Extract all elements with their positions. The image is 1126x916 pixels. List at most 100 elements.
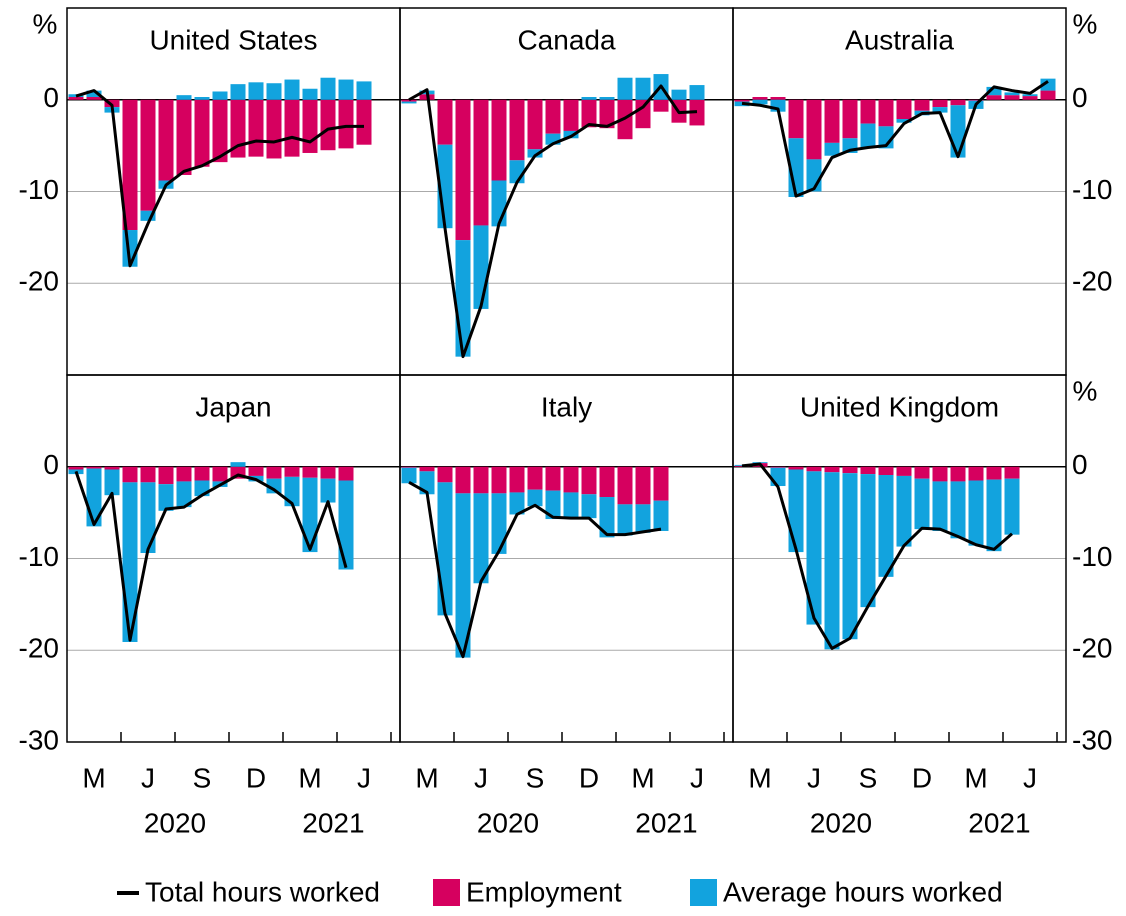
bar <box>320 99 336 151</box>
bar <box>140 210 156 221</box>
bar <box>194 466 210 481</box>
bar <box>401 101 417 104</box>
y-tick-label: -10 <box>19 174 59 205</box>
x-tick-label: M <box>748 762 771 793</box>
bar <box>986 479 1002 552</box>
bar <box>950 481 966 539</box>
bar <box>932 481 948 531</box>
bar <box>860 466 876 475</box>
bar <box>158 484 174 511</box>
bar <box>635 77 651 100</box>
bar <box>491 180 507 227</box>
bar <box>230 462 246 467</box>
bar <box>491 493 507 554</box>
bar <box>1004 95 1020 100</box>
bar <box>878 99 894 127</box>
bar <box>653 466 669 501</box>
x-tick-label: J <box>141 762 155 793</box>
bar <box>914 466 930 479</box>
bar <box>986 466 1002 480</box>
bar <box>212 91 228 100</box>
x-group-label: 2021 <box>302 807 364 838</box>
x-group-label: 2021 <box>635 807 697 838</box>
bar <box>473 99 489 226</box>
y-tick-label: 0 <box>43 449 59 480</box>
bar <box>302 477 318 553</box>
bar <box>689 85 705 100</box>
bar <box>473 466 489 494</box>
bar <box>653 99 669 112</box>
bar <box>824 466 840 473</box>
bar <box>770 96 786 100</box>
bar <box>635 504 651 533</box>
bar <box>545 466 561 491</box>
bar <box>563 130 579 139</box>
bar <box>1022 94 1038 97</box>
bar <box>338 480 354 570</box>
bar <box>284 79 300 100</box>
x-tick-label: D <box>579 762 599 793</box>
bar <box>986 86 1002 96</box>
bar <box>509 466 525 493</box>
line <box>74 470 348 642</box>
bar <box>176 99 192 175</box>
legend-label: Employment <box>466 876 622 907</box>
bar <box>806 466 822 472</box>
x-tick-label: J <box>690 762 704 793</box>
bar <box>104 466 120 470</box>
bar <box>734 99 750 102</box>
bar <box>320 77 336 100</box>
bar <box>968 480 984 546</box>
line <box>75 89 364 268</box>
x-tick-label: J <box>807 762 821 793</box>
bar <box>338 79 354 100</box>
bar <box>770 466 786 468</box>
bar <box>401 466 417 468</box>
bar <box>491 466 507 494</box>
bar <box>491 99 507 181</box>
bar <box>617 77 633 100</box>
y-tick-label: -20 <box>19 266 59 297</box>
bar <box>824 99 840 143</box>
bar <box>284 99 300 157</box>
bar <box>86 96 102 100</box>
bar <box>212 99 228 163</box>
bar <box>284 466 300 477</box>
bar <box>932 99 948 108</box>
legend-swatch <box>433 879 460 906</box>
panel-title: Australia <box>845 24 954 55</box>
bar <box>140 482 156 553</box>
bar <box>455 99 471 241</box>
bar <box>932 466 948 482</box>
bar <box>896 466 912 476</box>
bar <box>581 96 597 100</box>
bar <box>419 471 435 495</box>
bar <box>878 466 894 476</box>
legend-label: Average hours worked <box>723 876 1003 907</box>
line <box>408 84 698 359</box>
line <box>741 462 1013 650</box>
x-tick-label: M <box>82 762 105 793</box>
x-tick-label: D <box>246 762 266 793</box>
bar <box>563 99 579 131</box>
bar <box>914 478 930 530</box>
bar <box>473 225 489 309</box>
bar <box>599 99 615 129</box>
bar <box>266 83 282 100</box>
bar <box>320 478 336 503</box>
bar <box>734 465 750 467</box>
bar <box>320 466 336 479</box>
bar <box>158 466 174 485</box>
bar <box>545 490 561 520</box>
bar <box>230 84 246 100</box>
bar <box>86 466 102 469</box>
bar <box>176 95 192 100</box>
bar <box>356 81 372 100</box>
x-tick-label: J <box>474 762 488 793</box>
bar <box>356 99 372 145</box>
panel-title: Canada <box>517 24 616 55</box>
bar <box>248 99 264 157</box>
bar <box>194 96 210 100</box>
bar <box>527 149 543 158</box>
